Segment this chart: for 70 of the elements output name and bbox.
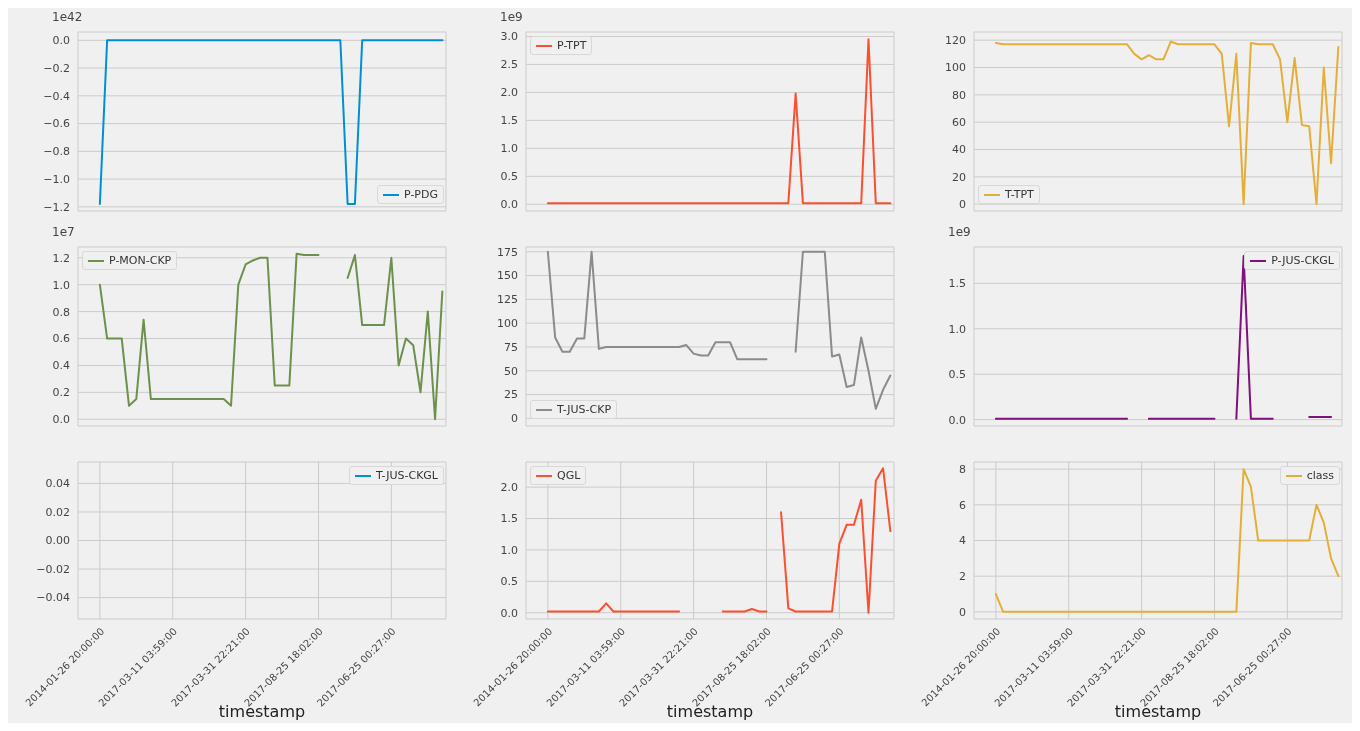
legend-label: P-JUS-CKGL <box>1271 254 1334 267</box>
y-tick-label: −0.6 <box>43 117 70 131</box>
line-series <box>994 468 1340 613</box>
y-tick-label: 3.0 <box>500 30 518 44</box>
y-tick-label: 100 <box>945 61 966 75</box>
y-tick-label: 2.5 <box>500 58 518 72</box>
y-tick-label: 0.0 <box>500 198 518 212</box>
y-tick-label: 20 <box>952 170 966 184</box>
y-tick-label: 0.4 <box>52 359 70 373</box>
y-tick-label: 0.02 <box>45 505 70 519</box>
y-tick-label: 2 <box>959 570 966 584</box>
y-tick-label: 0.2 <box>52 386 70 400</box>
y-tick-label: 0.6 <box>52 332 70 346</box>
y-tick-label: 80 <box>952 88 966 102</box>
y-tick-label: 1.0 <box>500 543 518 557</box>
y-tick-label: 8 <box>959 463 966 477</box>
y-tick-label: 1.5 <box>948 277 966 291</box>
y-tick-label: 1.5 <box>500 114 518 128</box>
y-tick-label: 0 <box>959 605 966 619</box>
y-tick-label: 0.5 <box>500 575 518 589</box>
y-tick-label: 1.2 <box>52 251 70 265</box>
text: 1e9 <box>948 225 971 239</box>
y-tick-label: −0.2 <box>43 61 70 75</box>
y-tick-label: −0.4 <box>43 89 70 103</box>
y-tick-label: 0.04 <box>45 477 70 491</box>
legend-label: T-JUS-CKP <box>557 403 612 416</box>
y-tick-label: −0.04 <box>36 591 70 605</box>
y-tick-label: −0.02 <box>36 562 70 576</box>
y-tick-label: 60 <box>952 116 966 130</box>
y-tick-label: 0.0 <box>500 606 518 620</box>
y-tick-label: 1.0 <box>500 142 518 156</box>
y-tick-label: 0.0 <box>52 34 70 48</box>
y-tick-label: 0.00 <box>45 534 70 548</box>
line-series <box>994 40 1340 206</box>
y-tick-label: 0.0 <box>948 413 966 427</box>
y-tick-label: 0 <box>511 412 518 426</box>
y-tick-label: 2.0 <box>500 481 518 495</box>
y-tick-label: 0.5 <box>500 170 518 184</box>
y-tick-label: 0.8 <box>52 305 70 319</box>
y-tick-label: 4 <box>959 534 966 548</box>
y-tick-label: 150 <box>497 269 518 283</box>
y-tick-label: 0.0 <box>52 413 70 427</box>
y-tick-label: 25 <box>504 388 518 402</box>
y-tick-label: 0.5 <box>948 368 966 382</box>
y-tick-label: −0.8 <box>43 145 70 159</box>
text: 1e9 <box>500 10 523 24</box>
y-tick-label: 100 <box>497 317 518 331</box>
y-tick-label: 120 <box>945 34 966 48</box>
legend-label: T-JUS-CKGL <box>375 469 438 482</box>
legend-label: P-PDG <box>404 188 438 201</box>
y-tick-label: 175 <box>497 245 518 259</box>
text: 1e7 <box>52 225 75 239</box>
legend-label: T-TPT <box>1005 188 1034 201</box>
y-tick-label: 0 <box>959 198 966 212</box>
text: 1e42 <box>52 10 83 24</box>
y-tick-label: 1.0 <box>948 322 966 336</box>
y-tick-label: −1.2 <box>43 200 70 214</box>
y-tick-label: 2.0 <box>500 86 518 100</box>
y-tick-label: 6 <box>959 498 966 512</box>
y-tick-label: 1.5 <box>500 512 518 526</box>
y-tick-label: 50 <box>504 364 518 378</box>
y-tick-label: 40 <box>952 143 966 157</box>
y-tick-label: −1.0 <box>43 172 70 186</box>
legend-label: class <box>1306 469 1334 482</box>
y-tick-label: 75 <box>504 340 518 354</box>
legend-label: P-MON-CKP <box>109 254 172 267</box>
y-tick-label: 1.0 <box>52 278 70 292</box>
legend-label: QGL <box>557 469 581 482</box>
legend-label: P-TPT <box>557 39 587 52</box>
y-tick-label: 125 <box>497 293 518 307</box>
